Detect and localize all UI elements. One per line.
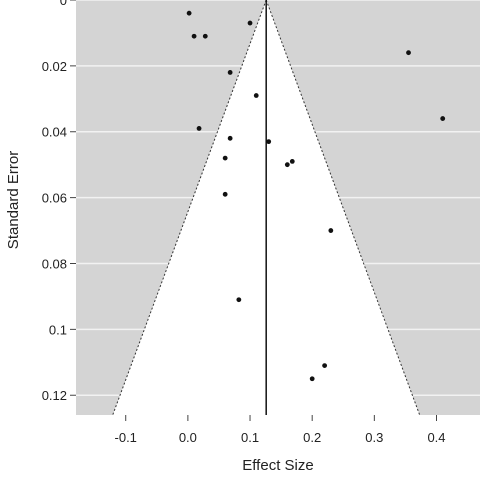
y-tick-label: 0 [60,0,67,8]
y-tick-label: 0.02 [42,59,67,74]
y-axis-title: Standard Error [5,151,22,249]
y-tick-label: 0.08 [42,256,67,271]
data-point [191,33,197,39]
x-tick-label: 0.2 [303,430,321,445]
data-point [222,155,228,161]
x-tick-label: 0.4 [427,430,445,445]
data-point [222,191,228,197]
y-tick-label: 0.06 [42,191,67,206]
funnel-right-boundary [265,0,421,416]
y-tick-label: 0.1 [49,322,67,337]
x-tick-label: 0.3 [365,430,383,445]
data-point [440,116,446,121]
data-point [289,158,295,164]
x-tick-label: -0.1 [115,430,137,445]
funnel-left-boundary [112,0,267,416]
data-point [322,363,328,368]
y-tick-label: 0.04 [42,125,67,140]
data-point [247,20,253,26]
data-point [196,126,202,131]
y-axis-ticks: 0 0.02 0.04 0.06 0.08 0.1 0.12 [42,0,76,403]
data-point [284,162,290,168]
data-point [266,139,272,145]
x-axis-title: Effect Size [242,457,313,474]
data-point [309,376,315,382]
data-point [253,93,259,98]
data-points [186,10,446,382]
x-tick-label: 0.0 [179,430,197,445]
data-point [328,228,334,233]
data-point [227,135,233,141]
y-tick-label: 0.12 [42,388,67,403]
data-point [202,33,208,39]
x-axis-ticks: -0.1 0.0 0.1 0.2 0.3 0.4 [115,415,446,445]
data-point [227,70,233,75]
x-tick-label: 0.1 [241,430,259,445]
data-point [236,297,242,303]
data-point [406,50,411,56]
data-point [186,10,192,16]
